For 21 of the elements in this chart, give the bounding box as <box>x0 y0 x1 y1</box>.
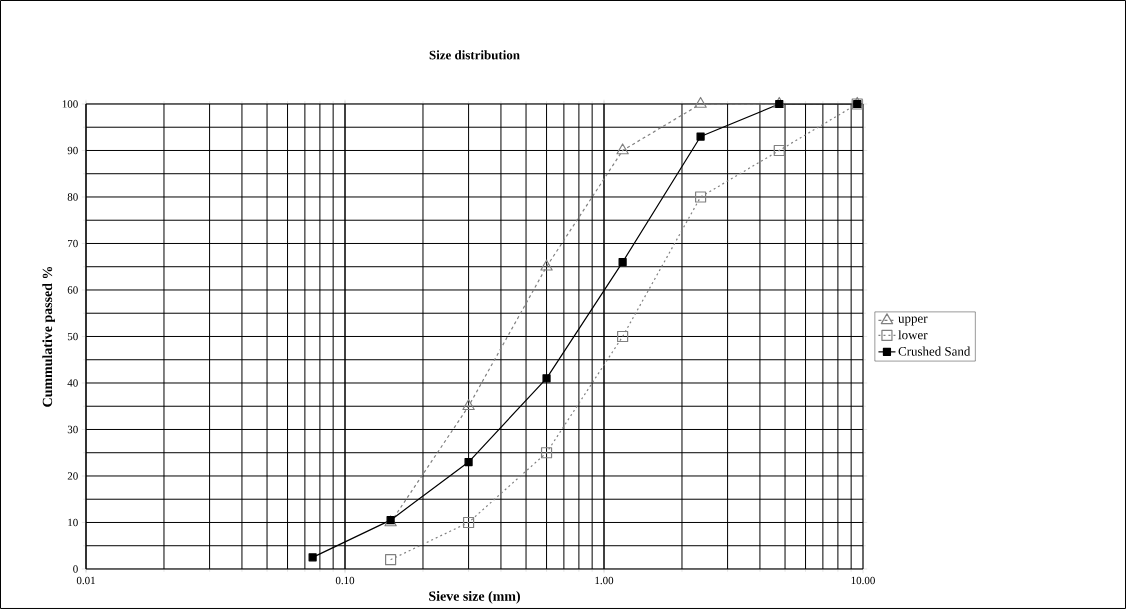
y-tick-label: 80 <box>67 193 78 201</box>
y-tick-label: 100 <box>62 100 78 108</box>
y-tick-label: 20 <box>67 472 78 480</box>
y-tick-label: 40 <box>67 379 78 387</box>
x-tick-label: 0.01 <box>76 576 95 585</box>
x-tick-label: 0.10 <box>335 576 355 585</box>
y-tick-label: 60 <box>67 286 78 294</box>
legend-label: Crushed Sand <box>898 346 971 356</box>
x-tick-label: 10.00 <box>851 576 875 585</box>
y-tick-label: 70 <box>68 239 78 248</box>
x-axis-title: Sieve size (mm) <box>429 591 520 604</box>
y-tick-label: 30 <box>67 425 78 434</box>
x-tick-label: 1.00 <box>595 576 614 585</box>
legend-label: upper <box>898 316 928 326</box>
y-tick-label: 0 <box>73 565 78 573</box>
y-tick-label: 50 <box>67 332 78 341</box>
chart-title: Size distribution <box>429 50 520 60</box>
y-axis-title: Cummulative passed % <box>42 266 55 407</box>
y-tick-label: 90 <box>67 146 78 155</box>
legend-label: lower <box>898 330 928 340</box>
y-tick-label: 10 <box>68 518 78 527</box>
